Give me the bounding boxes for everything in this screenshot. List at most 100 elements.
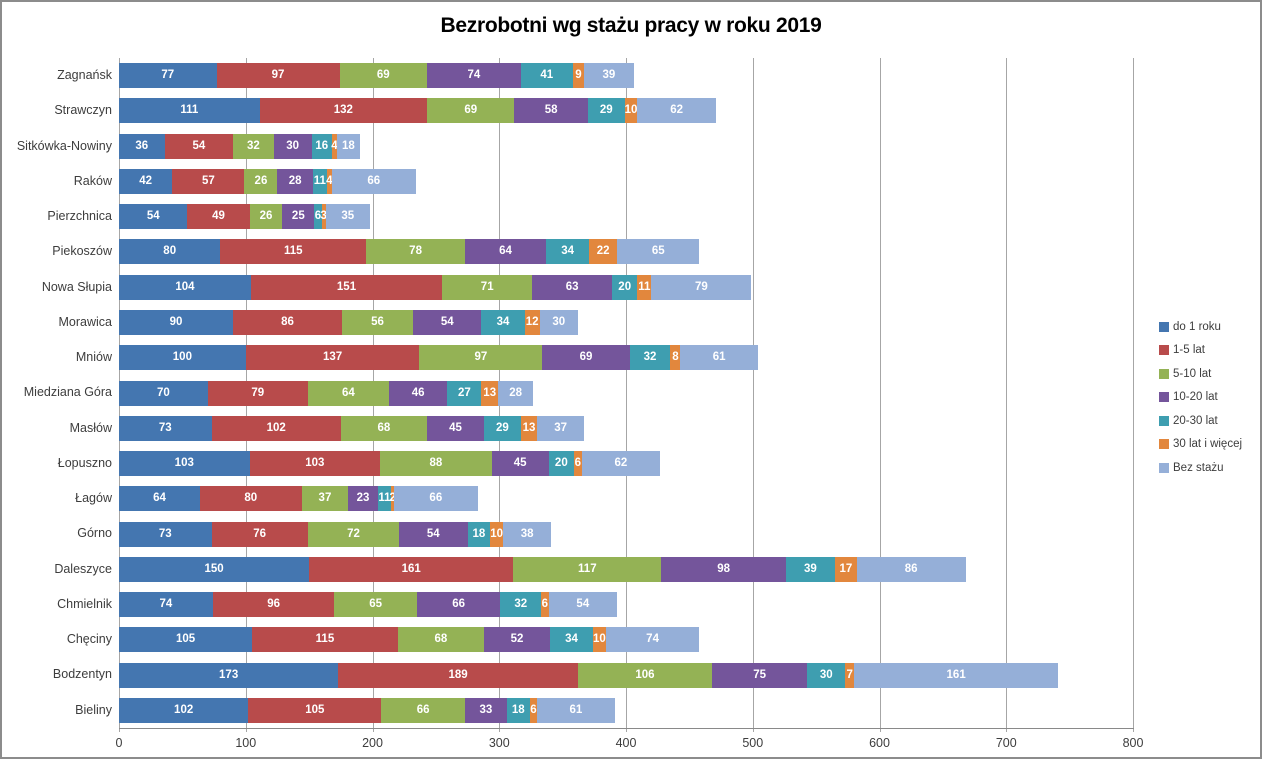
x-tick-label: 200 [362,736,383,750]
segment-label: 73 [158,421,172,434]
category-label: Chmielnik [57,596,112,611]
segment-label: 12 [525,315,539,328]
bar-row: 54 49 26 25 6 3 35 [119,204,1133,230]
bar-segment: 6 [541,592,549,618]
bar-segment: 62 [581,451,661,477]
segment-label: 34 [565,633,578,646]
bar-segment: 70 [119,380,208,406]
bar-segment: 74 [426,63,521,89]
segment-label: 18 [472,527,486,540]
segment-label: 32 [643,351,657,364]
bar-segment: 105 [119,627,253,653]
bar-segment: 96 [212,592,335,618]
bar-segment: 100 [119,345,246,371]
bar-segment: 68 [340,415,427,441]
legend-swatch [1159,462,1169,473]
segment-label: 64 [153,492,166,505]
bar-segment: 103 [249,451,381,477]
bar-row: 90 86 56 54 34 12 30 [119,309,1133,335]
segment-label: 33 [479,703,493,716]
legend: do 1 roku 1-5 lat 5-10 lat 10-20 lat 20-30 l… [1159,320,1242,485]
x-tick-label: 400 [615,736,637,750]
segment-label: 100 [172,351,192,364]
segment-label: 132 [333,104,353,117]
segment-label: 63 [565,280,579,293]
category-label: Łopuszno [57,455,112,470]
bar-segment: 90 [119,309,234,335]
bar-segment: 8 [670,345,681,371]
bar-row: 150 161 117 98 39 17 86 [119,556,1133,582]
bar-segment: 111 [119,98,260,124]
bar-row: 77 97 69 74 41 9 39 [119,63,1133,89]
bar-row: 111 132 69 58 29 10 62 [119,98,1133,124]
segment-label: 115 [283,245,303,258]
bar-segment: 17 [835,556,857,582]
segment-label: 6 [314,210,322,223]
gridline [626,58,627,732]
bar-segment: 132 [259,98,427,124]
segment-label: 72 [347,527,360,540]
bar-segment: 115 [220,239,367,265]
legend-swatch [1159,392,1169,402]
bar-segment: 62 [637,98,716,124]
bar-segment: 61 [680,345,758,371]
bar-segment: 57 [172,168,245,194]
bar-segment: 88 [380,451,492,477]
segment-label: 71 [480,280,494,293]
bar-segment: 97 [216,63,340,89]
bar-segment: 49 [187,204,250,230]
segment-label: 39 [804,562,817,575]
bar-segment: 18 [467,521,491,547]
bar-segment: 45 [491,451,549,477]
x-tick-label: 300 [488,736,510,750]
segment-label: 3 [320,210,327,223]
segment-label: 46 [411,386,425,399]
category-label: Daleszyce [54,561,112,576]
legend-label: 5-10 lat [1173,367,1212,380]
bar-segment: 23 [348,486,378,512]
bar-segment: 11 [637,274,652,300]
bar-segment: 34 [481,309,525,335]
bar-segment: 71 [442,274,533,300]
segment-label: 78 [409,245,422,258]
segment-label: 105 [175,633,196,646]
legend-label: 1-5 lat [1173,344,1205,356]
segment-label: 88 [429,457,443,470]
segment-label: 16 [315,139,329,152]
legend-label: 20-30 lat [1173,414,1218,427]
segment-label: 29 [495,421,509,434]
bar-row: 100 137 97 69 32 8 61 [119,345,1133,371]
chart-title: Bezrobotni wg stażu pracy w roku 2019 [440,14,822,37]
segment-label: 2 [389,492,396,505]
bar-segment: 98 [661,556,786,582]
category-label: Strawczyn [54,103,112,118]
segment-label: 54 [440,315,454,328]
legend-item: do 1 roku [1159,320,1242,333]
segment-label: 70 [156,386,170,399]
segment-label: 6 [530,703,537,716]
bar-segment: 11 [377,486,392,512]
bar-segment: 66 [331,168,416,194]
segment-label: 69 [579,351,593,364]
segment-label: 117 [578,562,597,575]
bar-segment: 69 [542,345,630,371]
bar-segment: 2 [389,486,396,512]
bar-segment: 61 [537,697,615,723]
segment-label: 54 [192,139,206,152]
segment-label: 86 [281,315,294,328]
segment-label: 34 [561,245,575,258]
x-tick-label: 500 [742,736,764,750]
bar-segment: 9 [572,63,585,89]
segment-label: 23 [356,492,370,505]
segment-label: 58 [544,104,558,117]
bar-segment: 104 [119,274,251,300]
segment-label: 49 [212,210,225,223]
bar-segment: 26 [244,168,278,194]
category-label: Morawica [58,314,113,329]
segment-label: 173 [219,668,239,681]
segment-label: 76 [253,527,267,540]
segment-label: 79 [694,280,708,293]
segment-label: 32 [246,139,260,152]
bar-segment: 65 [334,592,417,618]
segment-label: 29 [599,104,613,117]
